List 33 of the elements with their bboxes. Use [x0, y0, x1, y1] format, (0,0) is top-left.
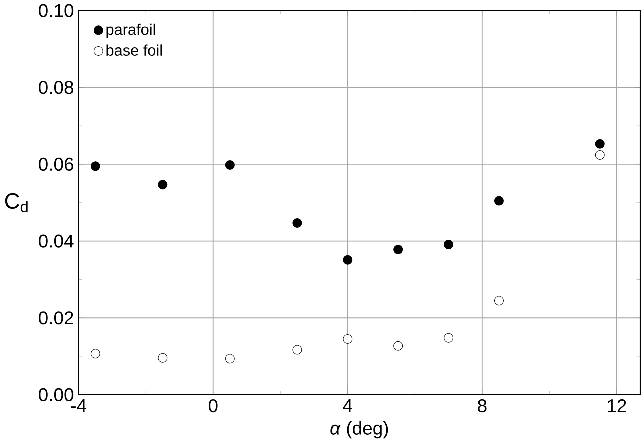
point	[595, 139, 605, 149]
y-tick-label: 0.00	[39, 388, 74, 402]
point	[292, 218, 302, 228]
x-tick-label: 0	[208, 400, 218, 413]
point	[292, 345, 302, 355]
point	[158, 180, 168, 190]
point	[494, 296, 504, 306]
y-axis-title: C$_{d}$	[5, 193, 28, 213]
x-axis-title: α (deg)	[330, 421, 388, 439]
y-tick-label: 0.10	[39, 4, 74, 18]
x-tick-label: 8	[478, 400, 487, 413]
point	[343, 334, 353, 344]
x-tick-label: -4	[71, 400, 87, 412]
point	[494, 196, 504, 206]
y-tick-label: 0.08	[39, 81, 74, 94]
point	[158, 353, 168, 363]
point	[225, 160, 235, 170]
x-tick-label: 12	[608, 400, 626, 412]
point	[444, 333, 454, 343]
point	[90, 162, 100, 172]
legend-label: base foil	[106, 44, 162, 56]
y-tick-label: 0.06	[39, 158, 74, 172]
point	[225, 354, 235, 364]
point	[444, 240, 454, 250]
point	[394, 341, 404, 351]
y-tick-label: 0.04	[39, 234, 74, 248]
point	[90, 349, 100, 359]
point	[343, 255, 353, 265]
point	[394, 245, 404, 255]
legend-label: parafoil	[106, 24, 156, 38]
y-tick-label: 0.02	[39, 312, 74, 325]
point	[595, 150, 605, 160]
x-tick-label: 4	[343, 400, 352, 412]
